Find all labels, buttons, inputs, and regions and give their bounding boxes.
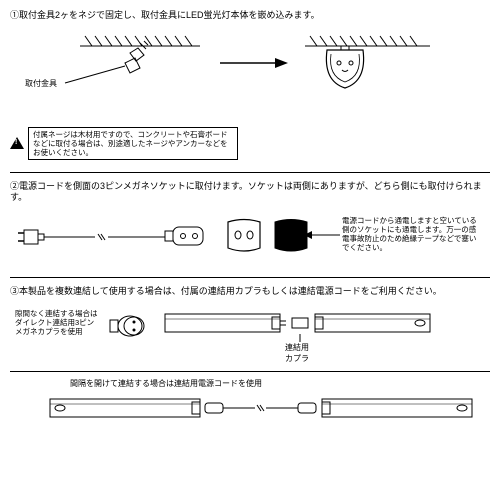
connector-icon bbox=[165, 227, 203, 245]
section-step3: ③本製品を複数連結して使用する場合は、付属の連結用カプラもしくは連結電源コードを… bbox=[10, 286, 490, 428]
conn-left bbox=[205, 403, 223, 413]
conn-right bbox=[298, 403, 316, 413]
step3-diagram-a: 隙間なく連結する場合はダイレクト連結用3ピンメガネカプラを使用 bbox=[10, 304, 490, 359]
step2-note: 電源コードから通電しますと空いている側のソケットにも通電します。万一の感電事故防… bbox=[342, 216, 482, 252]
step3b-svg bbox=[10, 393, 490, 428]
gap-label: 間隔を開けて連結する場合は連結用電源コードを使用 bbox=[70, 378, 490, 389]
section-step2: ②電源コードを側面の3ピンメガネソケットに取付けます。ソケットは両側にありますが… bbox=[10, 181, 490, 265]
capped-end-icon bbox=[275, 220, 307, 252]
coupler-between bbox=[292, 318, 308, 328]
step1-note: 付属ネージは木材用ですので、コンクリートや石膏ボードなどに取付る場合は、別途適し… bbox=[28, 127, 238, 160]
step3-text: ③本製品を複数連結して使用する場合は、付属の連結用カプラもしくは連結電源コードを… bbox=[10, 286, 490, 298]
divider-2 bbox=[10, 277, 490, 278]
direct-label: 隙間なく連結する場合はダイレクト連結用3ピンメガネカプラを使用 bbox=[15, 309, 100, 336]
bracket-label: 取付金具 bbox=[25, 78, 57, 89]
tube-left bbox=[165, 314, 286, 332]
socket-end-icon bbox=[228, 220, 260, 252]
tube-right bbox=[315, 314, 430, 332]
step1-diagram: 取付金具 bbox=[10, 28, 490, 123]
warning-icon bbox=[10, 137, 24, 149]
step2-text: ②電源コードを側面の3ピンメガネソケットに取付けます。ソケットは両側にありますが… bbox=[10, 181, 490, 204]
lamp-body-icon bbox=[326, 46, 363, 88]
step2-diagram: 電源コードから通電しますと空いている側のソケットにも通電します。万一の感電事故防… bbox=[10, 210, 490, 265]
coupler-label: 連結用 カプラ bbox=[285, 342, 309, 364]
divider-1 bbox=[10, 172, 490, 173]
label-line bbox=[65, 66, 125, 83]
tube-right-b bbox=[322, 399, 472, 417]
step3-diagram-b bbox=[10, 393, 490, 428]
ceiling-left bbox=[80, 36, 200, 46]
step1-text: ①取付金具2ヶをネジで固定し、取付金具にLED蛍光灯本体を嵌め込みます。 bbox=[10, 10, 490, 22]
section-step1: ①取付金具2ヶをネジで固定し、取付金具にLED蛍光灯本体を嵌め込みます。 bbox=[10, 10, 490, 160]
ceiling-right bbox=[305, 36, 430, 46]
tube-left-b bbox=[50, 399, 200, 417]
arrow-icon bbox=[220, 58, 288, 68]
step1-svg bbox=[10, 28, 490, 123]
divider-3 bbox=[10, 371, 490, 372]
step1-note-box: 付属ネージは木材用ですので、コンクリートや石膏ボードなどに取付る場合は、別途適し… bbox=[10, 127, 490, 160]
coupler-icon bbox=[110, 316, 144, 336]
plug-icon bbox=[18, 230, 44, 244]
